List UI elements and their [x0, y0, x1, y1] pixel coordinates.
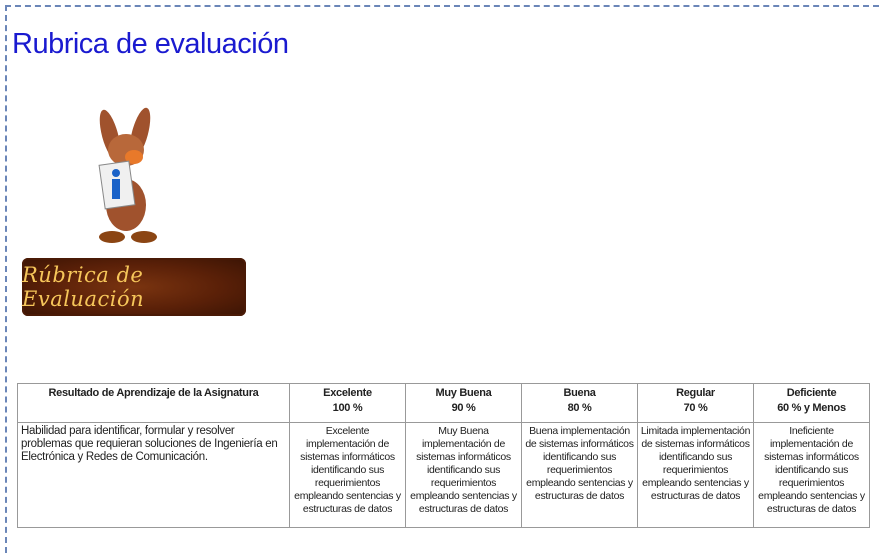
table-body: Habilidad para identificar, formular y r…	[18, 423, 870, 528]
level-name: Muy Buena	[408, 386, 519, 401]
header-row: Resultado de Aprendizaje de la Asignatur…	[18, 384, 870, 423]
page-body: Rubrica de evaluación Rúbrica de Evaluac…	[0, 0, 879, 553]
level-score: 70 %	[640, 401, 751, 416]
level-score: 80 %	[524, 401, 635, 416]
table-cell: Habilidad para identificar, formular y r…	[18, 423, 290, 528]
level-name: Deficiente	[756, 386, 867, 401]
table-cell: Muy Buena implementación de sistemas inf…	[406, 423, 522, 528]
banner-text: Rúbrica de Evaluación	[22, 263, 246, 311]
page: Rubrica de evaluación Rúbrica de Evaluac…	[0, 0, 879, 553]
table-cell: Ineficiente implementación de sistemas i…	[754, 423, 870, 528]
level-score: 100 %	[292, 401, 403, 416]
level-name: Buena	[524, 386, 635, 401]
level-name: Regular	[640, 386, 751, 401]
level-score: 90 %	[408, 401, 519, 416]
header-cell: Resultado de Aprendizaje de la Asignatur…	[18, 384, 290, 423]
table-cell: Excelente implementación de sistemas inf…	[290, 423, 406, 528]
rubric-table: Resultado de Aprendizaje de la Asignatur…	[17, 383, 870, 528]
level-score: 60 % y Menos	[756, 401, 867, 416]
page-title: Rubrica de evaluación	[12, 28, 288, 61]
table-row: Habilidad para identificar, formular y r…	[18, 423, 870, 528]
mascot-image	[88, 105, 168, 250]
table-cell: Buena implementación de sistemas informá…	[522, 423, 638, 528]
level-name: Excelente	[292, 386, 403, 401]
table-cell: Limitada implementación de sistemas info…	[638, 423, 754, 528]
banner-image: Rúbrica de Evaluación	[22, 258, 246, 316]
